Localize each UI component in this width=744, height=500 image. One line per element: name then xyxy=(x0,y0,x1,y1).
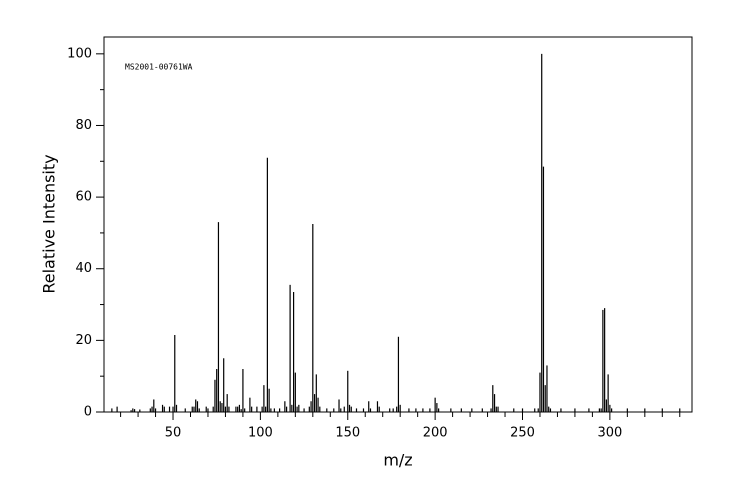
y-axis-label: Relative Intensity xyxy=(40,154,59,293)
x-tick-label: 50 xyxy=(165,426,182,441)
y-tick-label: 40 xyxy=(75,261,92,276)
x-tick-label: 300 xyxy=(597,426,622,441)
x-tick-label: 150 xyxy=(335,426,360,441)
y-tick-label: 80 xyxy=(75,118,92,133)
x-axis-label: m/z xyxy=(383,451,412,470)
x-tick-label: 200 xyxy=(423,426,448,441)
x-tick-label: 250 xyxy=(510,426,535,441)
y-tick-label: 20 xyxy=(75,333,92,348)
chart-title: MS2001-00761WA xyxy=(125,63,193,72)
y-tick-label: 60 xyxy=(75,190,92,205)
y-tick-label: 0 xyxy=(84,405,92,420)
x-tick-label: 100 xyxy=(248,426,273,441)
y-tick-label: 100 xyxy=(67,46,92,61)
